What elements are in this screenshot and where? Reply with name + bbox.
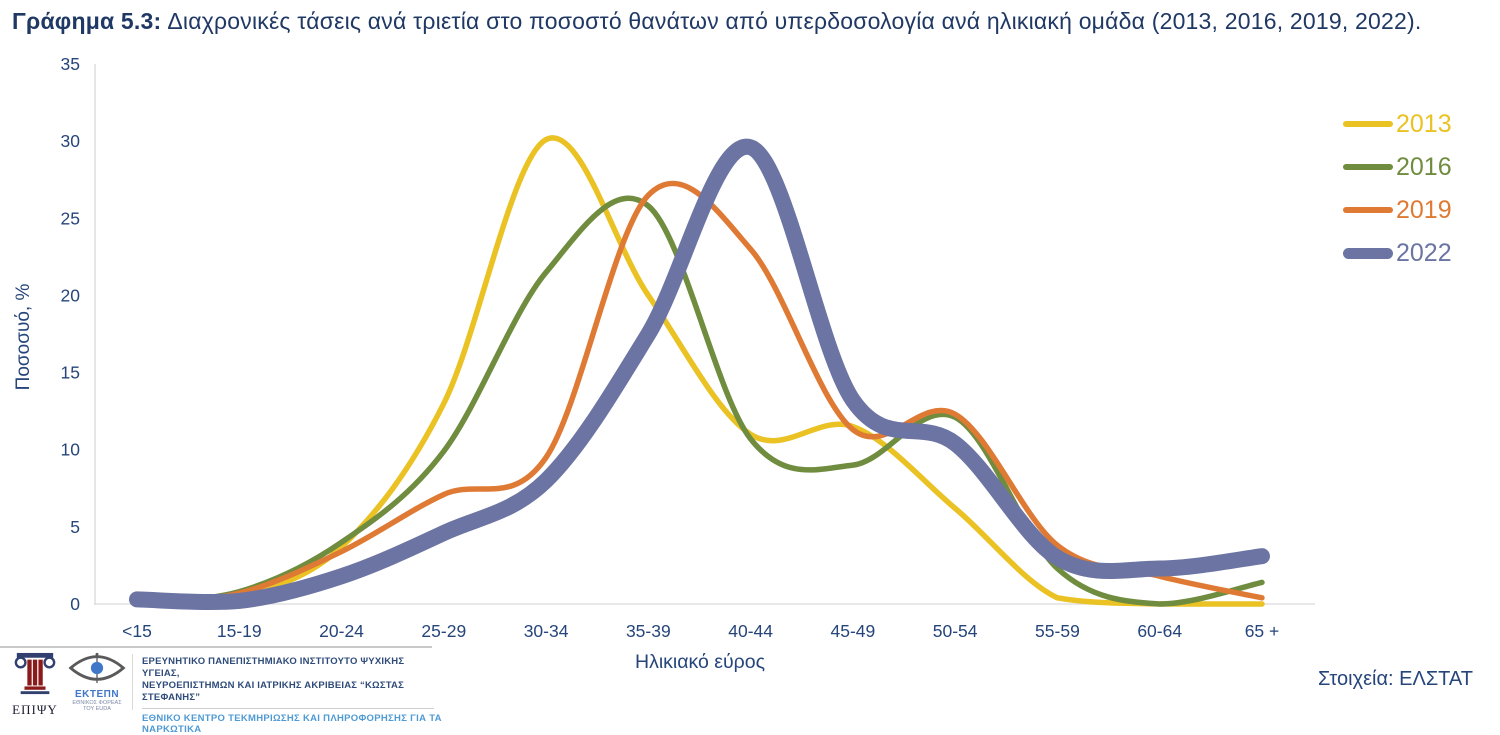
y-tick-label: 5 <box>70 517 80 537</box>
y-tick-label: 0 <box>70 594 80 614</box>
x-tick-label: 40-44 <box>728 621 773 641</box>
chart-title-text: Διαχρονικές τάσεις ανά τριετία στο ποσοσ… <box>167 8 1422 34</box>
y-axis-title: Ποσοσυό, % <box>13 283 34 391</box>
x-tick-label: 50-54 <box>933 621 978 641</box>
chart-title-prefix: Γράφημα 5.3: <box>12 8 162 34</box>
series-line-2022 <box>129 138 1270 611</box>
x-tick-label: 30-34 <box>524 621 569 641</box>
legend-label-2016: 2016 <box>1396 152 1452 181</box>
epipsy-logo-icon <box>14 652 56 695</box>
y-tick-label: 15 <box>61 363 80 383</box>
x-tick-label: <15 <box>122 621 152 641</box>
legend-swatch-2022 <box>1343 247 1393 259</box>
legend-swatch-2019 <box>1343 207 1393 213</box>
x-tick-label: 35-39 <box>626 621 671 641</box>
ektepn-sub-line1: ΕΘΝΙΚΟΣ ΦΟΡΕΑΣ <box>72 700 122 706</box>
y-tick-label: 20 <box>61 285 81 305</box>
ektepn-logo-block: ΕΚΤΕΠΝ ΕΘΝΙΚΟΣ ΦΟΡΕΑΣ ΤΟΥ EUDA <box>66 652 128 712</box>
y-tick-label: 25 <box>61 208 80 228</box>
x-tick-label: 15-19 <box>217 621 262 641</box>
institute-line2: ΝΕΥΡΟΕΠΙΣΤΗΜΩΝ ΚΑΙ ΙΑΤΡΙΚΗΣ ΑΚΡΙΒΕΙΑΣ “Κ… <box>142 680 405 703</box>
series-line-2019 <box>134 180 1265 607</box>
footer-divider-vertical <box>132 654 133 710</box>
line-chart-canvas: 0 5 10 15 20 25 30 35 <15 15-19 20-24 25-29 30-34 35-… <box>61 54 1315 641</box>
footer-divider-horizontal <box>142 708 434 709</box>
y-tick-label: 10 <box>61 440 81 460</box>
series-line-2016 <box>134 195 1265 607</box>
y-tick-label: 30 <box>61 131 81 151</box>
institute-line1: ΕΡΕΥΝΗΤΙΚΟ ΠΑΝΕΠΙΣΤΗΜΙΑΚΟ ΙΝΣΤΙΤΟΥΤΟ ΨΥΧ… <box>142 656 405 679</box>
x-tick-label: 55-59 <box>1035 621 1080 641</box>
x-axis-title: Ηλικιακό εύρος <box>635 651 765 673</box>
legend-label-2022: 2022 <box>1396 238 1452 267</box>
x-tick-label: 25-29 <box>421 621 466 641</box>
legend-label-2013: 2013 <box>1396 109 1452 138</box>
epipsy-logo-block: ΕΠΙΨΥ <box>12 652 58 718</box>
legend-item-2022: 2022 <box>1343 239 1452 267</box>
ektepn-label: ΕΚΤΕΠΝ <box>74 689 120 700</box>
x-tick-label: 65 + <box>1245 621 1280 641</box>
footer-divider-top <box>0 646 432 648</box>
institute-block: ΕΡΕΥΝΗΤΙΚΟ ΠΑΝΕΠΙΣΤΗΜΙΑΚΟ ΙΝΣΤΙΤΟΥΤΟ ΨΥΧ… <box>142 656 442 735</box>
legend: 2013 2016 2019 2022 <box>1343 110 1452 282</box>
legend-swatch-2013 <box>1343 121 1393 127</box>
legend-label-2019: 2019 <box>1396 195 1452 224</box>
x-tick-label: 20-24 <box>319 621 364 641</box>
chart-title: Γράφημα 5.3: Διαχρονικές τάσεις ανά τριετ… <box>12 8 1492 35</box>
legend-item-2019: 2019 <box>1343 196 1452 224</box>
ektepn-sub-line2: ΤΟΥ EUDA <box>83 706 111 712</box>
source-note: Στοιχεία: ΕΛΣΤΑΤ <box>1318 668 1473 690</box>
legend-item-2013: 2013 <box>1343 110 1452 138</box>
y-tick-label: 35 <box>61 54 80 74</box>
legend-item-2016: 2016 <box>1343 153 1452 181</box>
ektepn-full-name: ΕΘΝΙΚΟ ΚΕΝΤΡΟ ΤΕΚΜΗΡΙΩΣΗΣ ΚΑΙ ΠΛΗΡΟΦΟΡΗΣ… <box>142 713 442 735</box>
epipsy-label: ΕΠΙΨΥ <box>12 702 58 717</box>
x-tick-label: 45-49 <box>831 621 876 641</box>
x-tick-label: 60-64 <box>1137 621 1182 641</box>
ektepn-logo-icon <box>68 652 126 684</box>
legend-swatch-2016 <box>1343 164 1393 170</box>
